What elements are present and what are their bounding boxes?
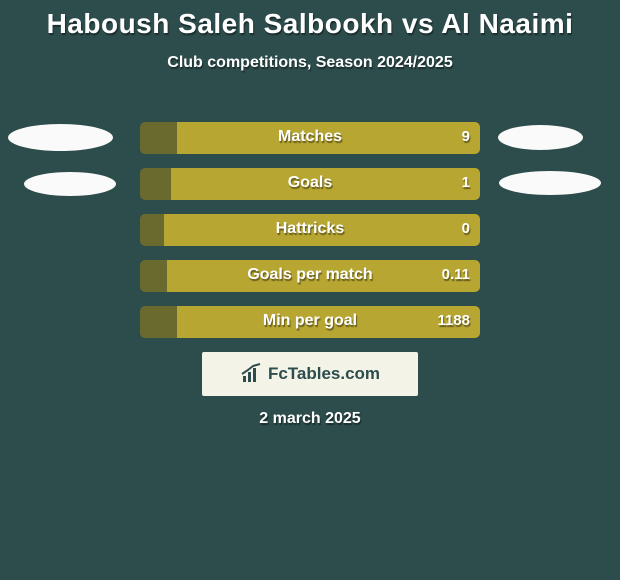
logo-text: FcTables.com [268, 364, 380, 384]
bar-chart-icon [240, 362, 264, 386]
stat-row: Hattricks0 [0, 207, 620, 253]
player-left-ellipse [24, 172, 116, 196]
player-right-ellipse [498, 125, 583, 150]
stat-value: 1188 [437, 312, 470, 329]
stat-label: Goals per match [140, 266, 480, 284]
stat-value: 9 [462, 128, 470, 145]
stat-value: 1 [462, 174, 470, 191]
stat-row: Matches9 [0, 115, 620, 161]
stat-row: Goals per match0.11 [0, 253, 620, 299]
stat-value: 0 [462, 220, 470, 237]
stat-label: Hattricks [140, 220, 480, 238]
player-left-ellipse [8, 124, 113, 151]
logo-box: FcTables.com [202, 352, 418, 396]
page-subtitle: Club competitions, Season 2024/2025 [0, 54, 620, 72]
stats-chart: Matches9Goals1Hattricks0Goals per match0… [0, 115, 620, 345]
stat-value: 0.11 [442, 266, 470, 283]
date-text: 2 march 2025 [0, 410, 620, 428]
stat-label: Goals [140, 174, 480, 192]
stat-label: Matches [140, 128, 480, 146]
stat-label: Min per goal [140, 312, 480, 330]
player-right-ellipse [499, 171, 601, 195]
page-title: Haboush Saleh Salbookh vs Al Naaimi [0, 0, 620, 40]
stat-row: Goals1 [0, 161, 620, 207]
stat-row: Min per goal1188 [0, 299, 620, 345]
